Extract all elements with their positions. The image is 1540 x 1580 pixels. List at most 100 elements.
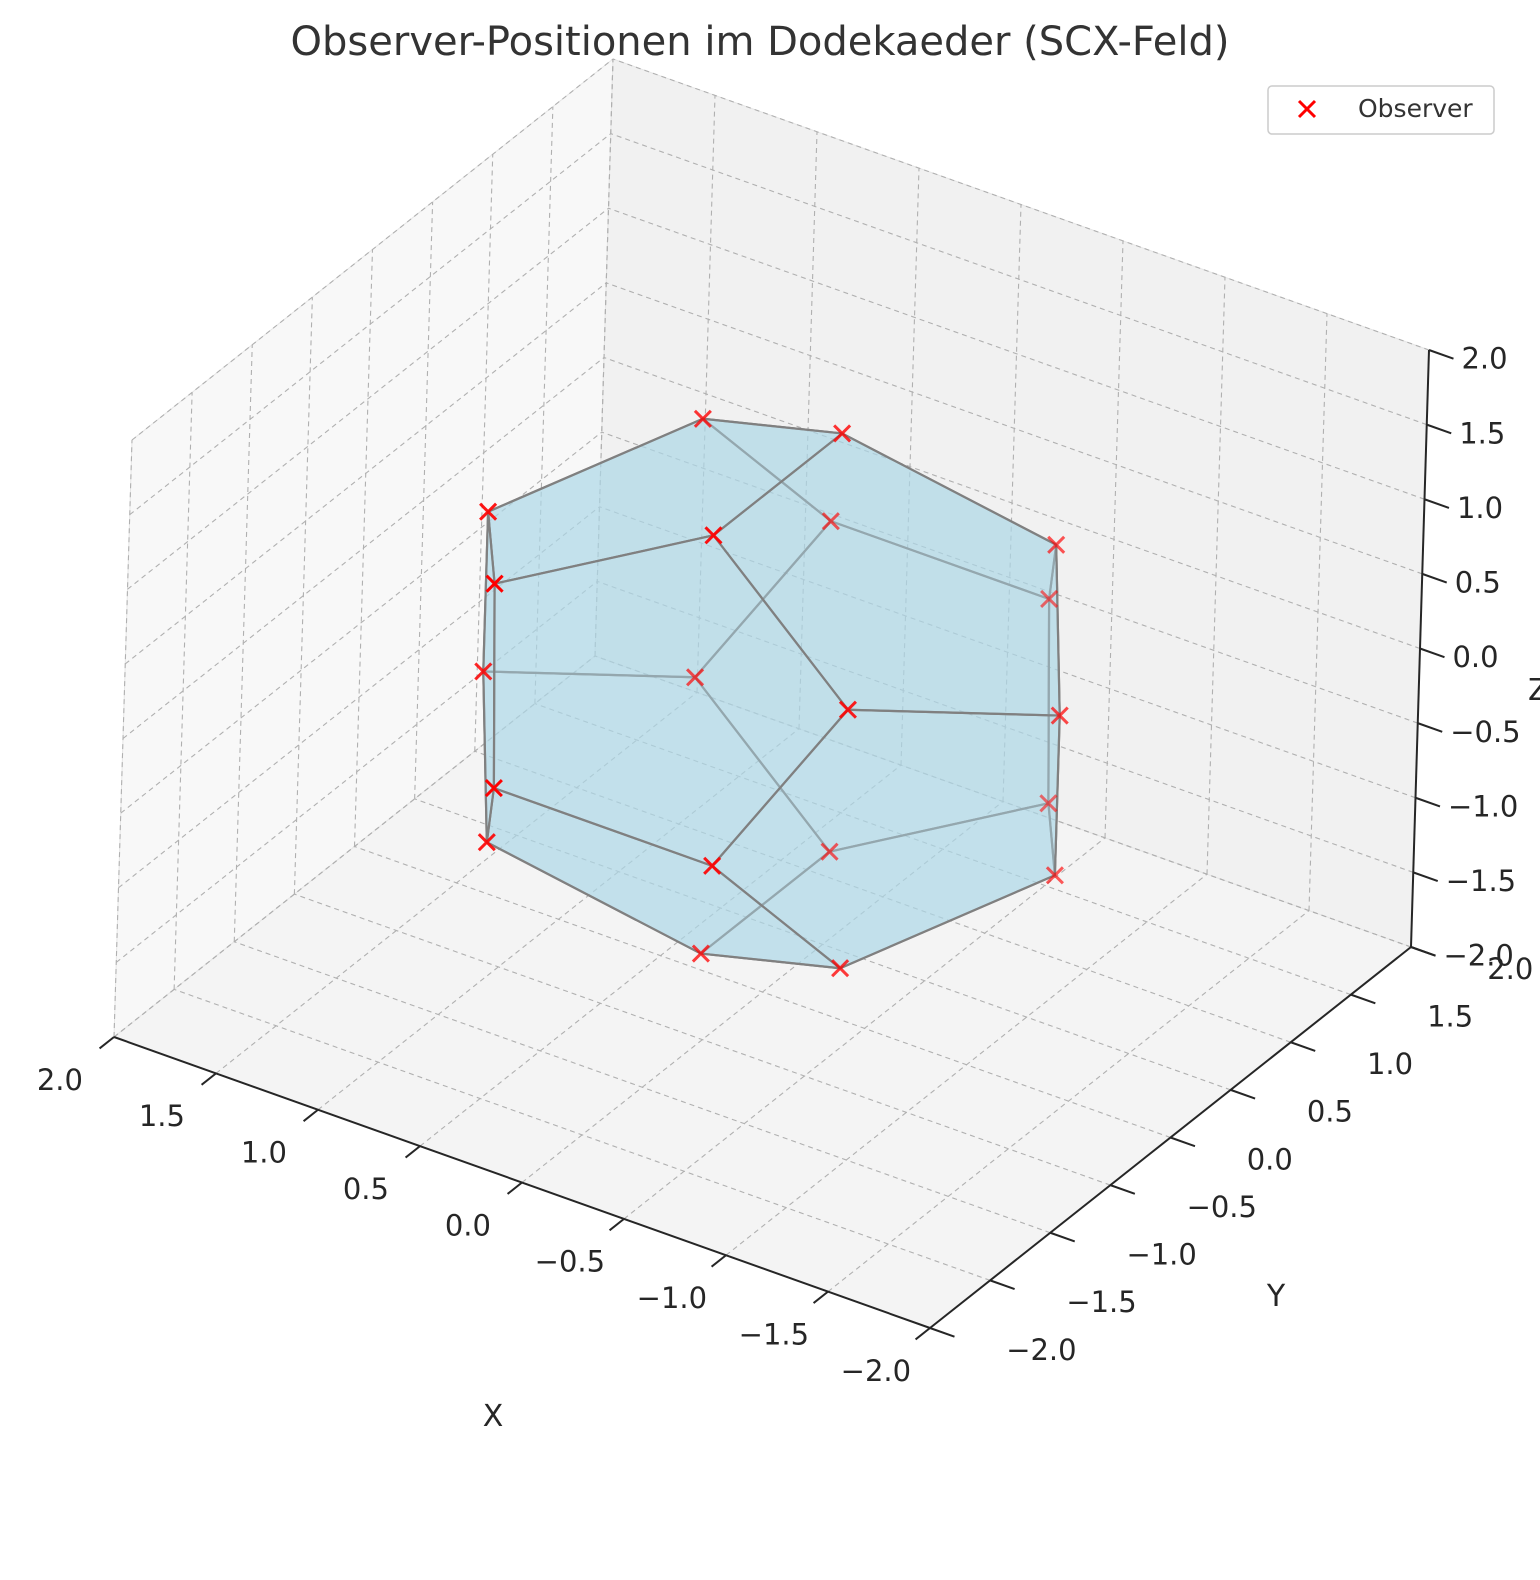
z-tick-label: −2.0	[1443, 939, 1513, 973]
y-tick-label: 1.5	[1427, 999, 1473, 1033]
observer-point	[474, 662, 493, 681]
y-tick-label: 0.5	[1307, 1095, 1353, 1129]
x-tick	[914, 1327, 931, 1341]
grid-line	[215, 691, 698, 1074]
grid-line	[601, 431, 1418, 724]
plot-area	[474, 409, 1069, 978]
observer-point	[484, 778, 503, 798]
observer-point	[485, 574, 504, 593]
grid-line	[120, 431, 603, 814]
observer-point	[686, 668, 705, 687]
observer-point	[1039, 794, 1058, 813]
observer-point	[479, 502, 498, 521]
x-tick-label: 1.5	[139, 1099, 185, 1133]
z-tick-label: 1.5	[1459, 416, 1505, 450]
grid-line	[610, 133, 1427, 426]
z-tick-label: 2.0	[1461, 342, 1507, 376]
grid-line	[354, 845, 1171, 1139]
grid-line	[603, 356, 1421, 650]
grid-line	[129, 133, 612, 516]
observer-point	[477, 833, 496, 852]
x-tick-label: 1.0	[241, 1136, 287, 1170]
grid-line	[608, 207, 1425, 500]
z-tick	[1417, 722, 1443, 733]
z-tick	[1419, 647, 1445, 659]
x-tick	[302, 1108, 319, 1122]
z-tick	[1428, 349, 1454, 360]
tick-labels: −2.0−1.5−1.0−0.50.00.51.01.52.0−2.0−1.5−…	[37, 342, 1533, 1388]
observer-point	[1045, 866, 1064, 885]
y-tick	[1230, 1088, 1256, 1100]
z-tick-label: −1.5	[1446, 864, 1516, 898]
z-axis-label: Z	[1528, 673, 1540, 708]
z-tick-label: 0.0	[1452, 640, 1498, 674]
x-tick-label: 2.0	[37, 1063, 83, 1097]
legend: Observer	[1267, 85, 1495, 135]
z-tick	[1410, 946, 1436, 957]
grid-line	[414, 798, 1231, 1091]
y-tick-label: 1.0	[1367, 1047, 1413, 1081]
x-tick-label: 0.0	[445, 1208, 491, 1242]
y-tick	[1110, 1184, 1136, 1195]
observer-point	[1040, 589, 1059, 609]
grid-line	[414, 201, 434, 799]
observer-point	[1047, 535, 1066, 554]
grid-line	[594, 58, 614, 657]
chart-title: Observer-Positionen im Dodekaeder (SCX-F…	[291, 19, 1230, 65]
grid-line	[900, 168, 920, 766]
grid-line	[696, 95, 716, 693]
grid-line	[293, 297, 313, 895]
grid-line	[317, 728, 800, 1111]
observer-point	[831, 959, 850, 978]
x-tick	[710, 1254, 727, 1268]
x-tick	[404, 1145, 421, 1159]
x-tick-label: −2.0	[841, 1354, 911, 1388]
y-tick	[1170, 1136, 1196, 1148]
x-tick	[98, 1036, 115, 1050]
x-tick-label: −1.0	[637, 1281, 707, 1315]
observer-point	[821, 512, 840, 531]
grid-line	[606, 282, 1423, 575]
grid-line	[127, 207, 609, 590]
observer-point	[691, 944, 710, 963]
grid-line	[594, 655, 1412, 948]
y-axis-label: Y	[1266, 1279, 1286, 1314]
y-tick-label: −2.0	[1006, 1333, 1076, 1367]
observer-point	[1050, 706, 1069, 725]
grid-line	[118, 506, 600, 889]
x-tick	[506, 1181, 523, 1195]
y-tick-label: 0.0	[1247, 1142, 1293, 1176]
dodecahedron-face	[492, 534, 850, 867]
observer-point	[820, 842, 839, 861]
grid-line	[122, 357, 605, 739]
grid-line	[612, 58, 1430, 351]
observer-point	[833, 424, 852, 443]
x-axis-label: X	[483, 1399, 504, 1434]
grid-line	[534, 703, 1352, 996]
axes	[98, 349, 1454, 1341]
grid-line	[124, 282, 607, 665]
z-tick-label: 0.5	[1455, 566, 1501, 600]
z-tick	[1426, 423, 1452, 435]
x-tick	[812, 1290, 829, 1304]
grid-line	[474, 154, 494, 752]
z-tick	[1424, 498, 1450, 509]
observer-point	[704, 526, 723, 545]
y-tick-label: −0.5	[1187, 1190, 1257, 1224]
z-tick	[1412, 871, 1439, 883]
z-tick-label: 1.0	[1457, 491, 1503, 525]
y-tick-label: 2.0	[1487, 952, 1533, 986]
y-tick	[1350, 993, 1376, 1005]
grid-line	[113, 655, 596, 1038]
z-tick	[1415, 796, 1441, 808]
z-tick-label: −1.0	[1448, 789, 1518, 823]
observer-point	[703, 856, 722, 875]
x-tick-label: −1.5	[739, 1317, 809, 1351]
legend-box	[1267, 85, 1495, 135]
grid-line	[534, 106, 554, 704]
z-tick	[1421, 572, 1448, 584]
grid-line	[294, 893, 1111, 1186]
x-tick	[200, 1072, 217, 1086]
y-tick	[1049, 1231, 1076, 1243]
